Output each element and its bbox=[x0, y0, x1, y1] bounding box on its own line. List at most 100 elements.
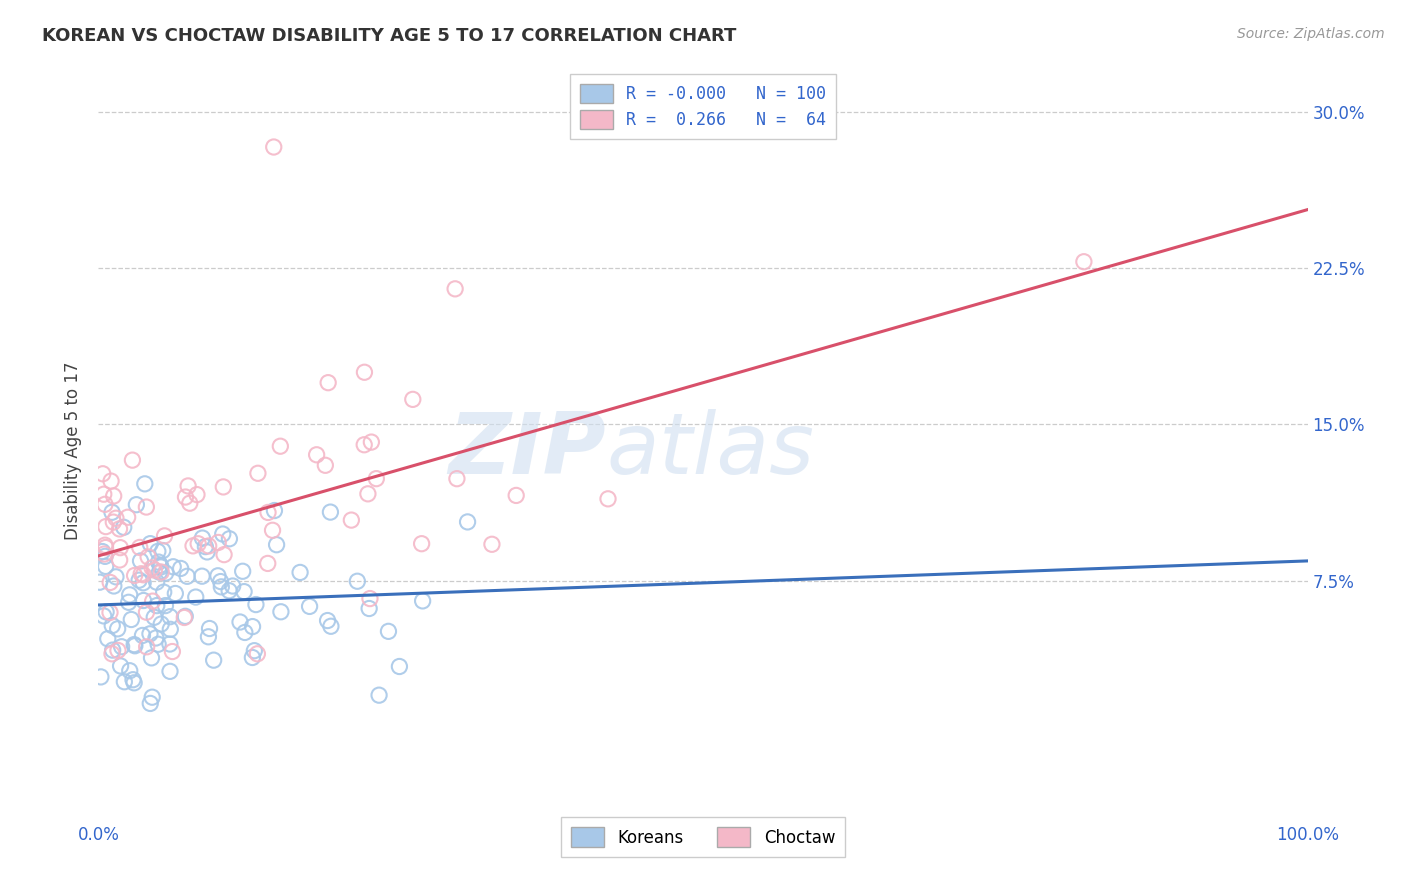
Text: Source: ZipAtlas.com: Source: ZipAtlas.com bbox=[1237, 27, 1385, 41]
Point bbox=[177, 479, 200, 493]
Point bbox=[174, 490, 197, 504]
Point bbox=[262, 523, 284, 537]
Point bbox=[191, 569, 214, 583]
Point bbox=[94, 605, 117, 619]
Point bbox=[152, 585, 174, 599]
Point bbox=[194, 540, 217, 554]
Point bbox=[174, 609, 197, 624]
Point bbox=[148, 565, 170, 579]
Point bbox=[209, 580, 232, 594]
Point bbox=[288, 566, 311, 580]
Point bbox=[135, 605, 157, 619]
Point bbox=[142, 594, 165, 608]
Point bbox=[107, 622, 129, 636]
Point bbox=[162, 559, 184, 574]
Point bbox=[152, 543, 174, 558]
Point bbox=[266, 538, 288, 552]
Point bbox=[125, 498, 148, 512]
Point bbox=[245, 598, 267, 612]
Point bbox=[232, 564, 254, 578]
Point bbox=[145, 575, 167, 590]
Point bbox=[314, 458, 336, 473]
Point bbox=[146, 637, 169, 651]
Point bbox=[446, 472, 468, 486]
Point bbox=[221, 579, 243, 593]
Point bbox=[94, 559, 117, 574]
Point bbox=[94, 519, 117, 533]
Point bbox=[298, 599, 321, 614]
Point bbox=[186, 488, 208, 502]
Point bbox=[135, 500, 157, 514]
Point bbox=[319, 505, 342, 519]
Point bbox=[359, 591, 381, 606]
Point bbox=[118, 595, 141, 609]
Text: KOREAN VS CHOCTAW DISABILITY AGE 5 TO 17 CORRELATION CHART: KOREAN VS CHOCTAW DISABILITY AGE 5 TO 17… bbox=[42, 27, 737, 45]
Point bbox=[117, 510, 139, 524]
Point bbox=[141, 651, 163, 665]
Point bbox=[129, 554, 152, 568]
Point bbox=[316, 376, 339, 390]
Point bbox=[132, 567, 155, 582]
Point bbox=[150, 565, 173, 579]
Point bbox=[141, 561, 163, 575]
Point bbox=[101, 647, 124, 661]
Point bbox=[98, 606, 121, 620]
Point bbox=[159, 623, 181, 637]
Point bbox=[136, 549, 159, 564]
Point bbox=[94, 541, 117, 555]
Point bbox=[159, 637, 181, 651]
Point bbox=[257, 505, 280, 519]
Point bbox=[94, 538, 117, 552]
Point bbox=[93, 608, 115, 623]
Point bbox=[146, 544, 169, 558]
Point bbox=[155, 566, 177, 580]
Point bbox=[1073, 254, 1095, 268]
Point bbox=[412, 594, 434, 608]
Point bbox=[233, 625, 256, 640]
Point bbox=[145, 599, 167, 613]
Point bbox=[240, 650, 263, 665]
Point bbox=[181, 539, 204, 553]
Point bbox=[155, 599, 177, 613]
Point bbox=[103, 489, 125, 503]
Point bbox=[169, 561, 191, 575]
Point bbox=[101, 643, 124, 657]
Point bbox=[104, 570, 127, 584]
Point bbox=[305, 448, 328, 462]
Point bbox=[357, 487, 380, 501]
Point bbox=[145, 631, 167, 645]
Point bbox=[118, 664, 141, 678]
Point bbox=[209, 574, 232, 589]
Point bbox=[211, 527, 233, 541]
Point bbox=[246, 467, 269, 481]
Point bbox=[179, 496, 201, 510]
Point bbox=[229, 615, 252, 629]
Point bbox=[93, 547, 115, 561]
Point bbox=[233, 584, 256, 599]
Point bbox=[242, 619, 264, 633]
Point bbox=[377, 624, 399, 639]
Point bbox=[135, 640, 157, 654]
Point bbox=[191, 531, 214, 545]
Point bbox=[139, 697, 162, 711]
Point bbox=[122, 675, 145, 690]
Point bbox=[184, 590, 207, 604]
Point bbox=[246, 647, 269, 661]
Point bbox=[353, 438, 375, 452]
Point bbox=[596, 491, 619, 506]
Point bbox=[218, 583, 240, 598]
Point bbox=[481, 537, 503, 551]
Point bbox=[132, 593, 155, 607]
Text: atlas: atlas bbox=[606, 409, 814, 492]
Point bbox=[91, 467, 114, 481]
Point bbox=[263, 140, 285, 154]
Point bbox=[103, 515, 125, 529]
Point bbox=[101, 618, 124, 632]
Point bbox=[98, 575, 121, 590]
Point bbox=[101, 505, 124, 519]
Point bbox=[110, 659, 132, 673]
Point bbox=[207, 535, 229, 549]
Point bbox=[143, 610, 166, 624]
Point bbox=[360, 435, 382, 450]
Point bbox=[108, 522, 131, 536]
